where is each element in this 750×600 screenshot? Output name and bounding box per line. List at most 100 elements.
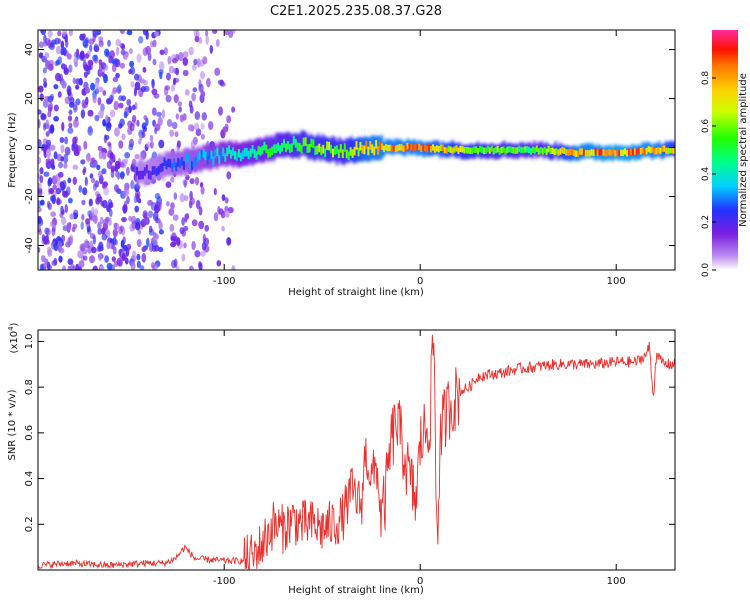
ridge-cell (596, 149, 599, 157)
ridge-cell (555, 148, 558, 155)
noise-speckle (38, 215, 42, 225)
ridge-cell (520, 146, 523, 154)
noise-speckle (105, 115, 109, 124)
ridge-cell (473, 146, 476, 153)
ridge-cell (653, 148, 656, 155)
noise-speckle (205, 30, 209, 37)
ridge-cell (334, 146, 336, 155)
noise-speckle (82, 255, 88, 261)
ridge-cell (545, 148, 548, 155)
noise-speckle (38, 247, 41, 253)
spectrogram-panel: -100 0 100 -40 -20 0 20 40 Height of straight l… (7, 29, 676, 298)
noise-speckle (50, 211, 57, 217)
ridge-cell (216, 147, 219, 156)
noise-speckle (60, 63, 66, 70)
snr-ylabel: SNR (10 * v/v) (7, 389, 18, 460)
noise-speckle (48, 101, 53, 108)
ridge-cell (188, 161, 191, 170)
noise-speckle (98, 150, 103, 160)
noise-speckle (188, 100, 193, 108)
noise-speckle (81, 213, 85, 221)
ridge-cell (330, 144, 332, 154)
ridge-cell (257, 145, 260, 155)
noise-speckle (223, 30, 230, 36)
colorbar-tick-label: 0.2 (701, 215, 711, 229)
spectrogram-xlabel: Height of straight line (km) (288, 287, 424, 298)
noise-speckle (118, 122, 123, 129)
ridge-cell (541, 148, 544, 155)
ridge-cell (318, 143, 321, 153)
ridge-cell (175, 162, 178, 172)
ridge-cell (267, 149, 270, 158)
noise-speckle (60, 144, 65, 154)
noise-speckle (72, 164, 79, 170)
noise-speckle (119, 30, 126, 35)
ridge-halo (338, 137, 341, 162)
noise-speckle (45, 131, 50, 137)
ridge-cell (363, 145, 366, 155)
noise-speckle (131, 104, 136, 111)
ridge-halo (199, 148, 202, 173)
ridge-halo (354, 138, 358, 164)
ridge-cell (439, 144, 442, 151)
ridge-cell (430, 146, 432, 153)
y-tick-label: 0.2 (24, 516, 35, 532)
noise-speckle (113, 246, 117, 255)
noise-speckle (102, 90, 107, 96)
ridge-cell (661, 145, 664, 153)
snr-line-layer (38, 334, 675, 570)
noise-speckle (183, 180, 187, 188)
noise-speckle (182, 57, 189, 66)
noise-speckle (90, 157, 96, 165)
ridge-cell (559, 148, 562, 155)
noise-speckle (130, 261, 136, 270)
noise-speckle (38, 139, 42, 148)
ridge-cell (236, 152, 238, 161)
noise-speckle (133, 87, 137, 97)
ridge-cell (157, 166, 160, 175)
ridge-cell (347, 151, 350, 161)
noise-speckle (173, 192, 178, 200)
ridge-cell (651, 146, 654, 153)
ridge-cell (326, 141, 329, 150)
ridge-cell (234, 151, 236, 160)
ridge-cell (141, 170, 144, 180)
ridge-cell (169, 159, 172, 168)
noise-speckle (179, 193, 185, 203)
noise-speckle (195, 199, 201, 210)
noise-speckle (47, 95, 54, 103)
noise-speckle (101, 72, 106, 78)
noise-speckle (47, 110, 52, 118)
ridge-cell (514, 147, 517, 154)
noise-speckle (66, 53, 72, 60)
ridge-cell (249, 148, 252, 158)
noise-speckle (111, 63, 117, 73)
noise-speckle (154, 31, 160, 37)
noise-speckle (53, 151, 58, 160)
noise-speckle (172, 57, 178, 64)
noise-speckle (212, 30, 218, 34)
noise-speckle (92, 95, 97, 104)
noise-speckle (139, 150, 146, 161)
noise-speckle (38, 85, 44, 93)
noise-speckle (121, 216, 127, 223)
noise-speckle (81, 199, 86, 206)
noise-speckle (183, 195, 189, 202)
noise-speckle (66, 222, 72, 232)
ridge-halo (251, 141, 254, 167)
noise-speckle (171, 84, 175, 92)
y-tick-label: 40 (24, 43, 35, 56)
ridge-cell (577, 150, 579, 157)
noise-speckle (99, 265, 105, 270)
noise-speckle (106, 150, 110, 158)
noise-speckle (151, 264, 156, 270)
noise-speckle (118, 102, 124, 109)
noise-speckle (175, 113, 179, 120)
ridge-cell (343, 143, 346, 152)
ridge-cell (610, 149, 613, 157)
ridge-cell (351, 149, 354, 158)
noise-speckle (73, 101, 78, 111)
noise-speckle (45, 60, 51, 68)
ridge-cell (463, 147, 466, 154)
ridge-cell (271, 146, 274, 156)
